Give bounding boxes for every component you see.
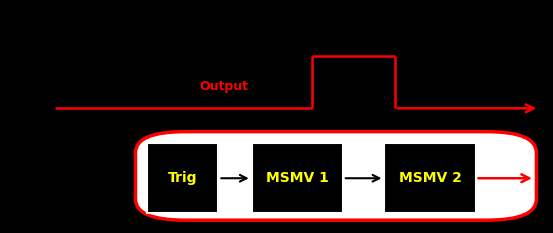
- FancyBboxPatch shape: [252, 143, 343, 213]
- Text: Trig: Trig: [168, 171, 197, 185]
- Text: MSMV 1: MSMV 1: [266, 171, 328, 185]
- Text: Output: Output: [199, 80, 248, 93]
- FancyBboxPatch shape: [135, 132, 536, 220]
- FancyBboxPatch shape: [384, 143, 476, 213]
- Text: MSMV 2: MSMV 2: [399, 171, 461, 185]
- FancyBboxPatch shape: [147, 143, 218, 213]
